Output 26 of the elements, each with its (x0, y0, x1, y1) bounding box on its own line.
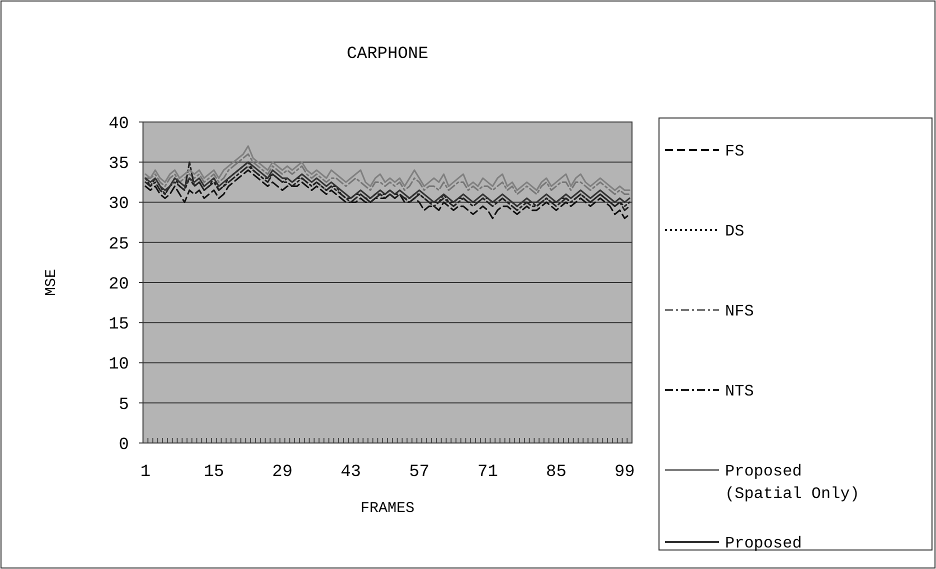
y-tick-label: 30 (108, 195, 129, 214)
y-tick-label: 40 (108, 114, 129, 134)
legend-label: FS (725, 142, 744, 161)
legend-label: DS (725, 222, 744, 241)
x-tick-label: 29 (272, 463, 293, 482)
y-tick-label: 35 (108, 155, 129, 174)
y-tick-label: 25 (108, 235, 129, 254)
legend-label: NFS (725, 302, 754, 321)
chart-title: CARPHONE (346, 45, 428, 64)
x-tick-label: 43 (340, 463, 362, 482)
legend-label: Proposed (Spatial Only) (725, 462, 860, 503)
x-tick-label: 15 (204, 463, 224, 482)
y-axis-title: MSE (43, 268, 60, 296)
y-tick-label: 20 (108, 275, 129, 294)
legend-label: NTS (725, 382, 754, 401)
x-tick-label: 1 (140, 463, 151, 482)
y-tick-label: 5 (118, 396, 129, 415)
y-tick-label: 10 (108, 356, 129, 375)
legend-label: Proposed (725, 534, 802, 553)
x-axis-title: FRAMES (360, 500, 415, 517)
x-tick-label: 99 (614, 463, 635, 482)
y-tick-label: 0 (118, 436, 129, 455)
x-tick-label: 57 (409, 463, 430, 482)
y-tick-label: 15 (108, 316, 129, 335)
x-tick-label: 71 (478, 463, 498, 482)
x-tick-label: 85 (546, 463, 566, 482)
